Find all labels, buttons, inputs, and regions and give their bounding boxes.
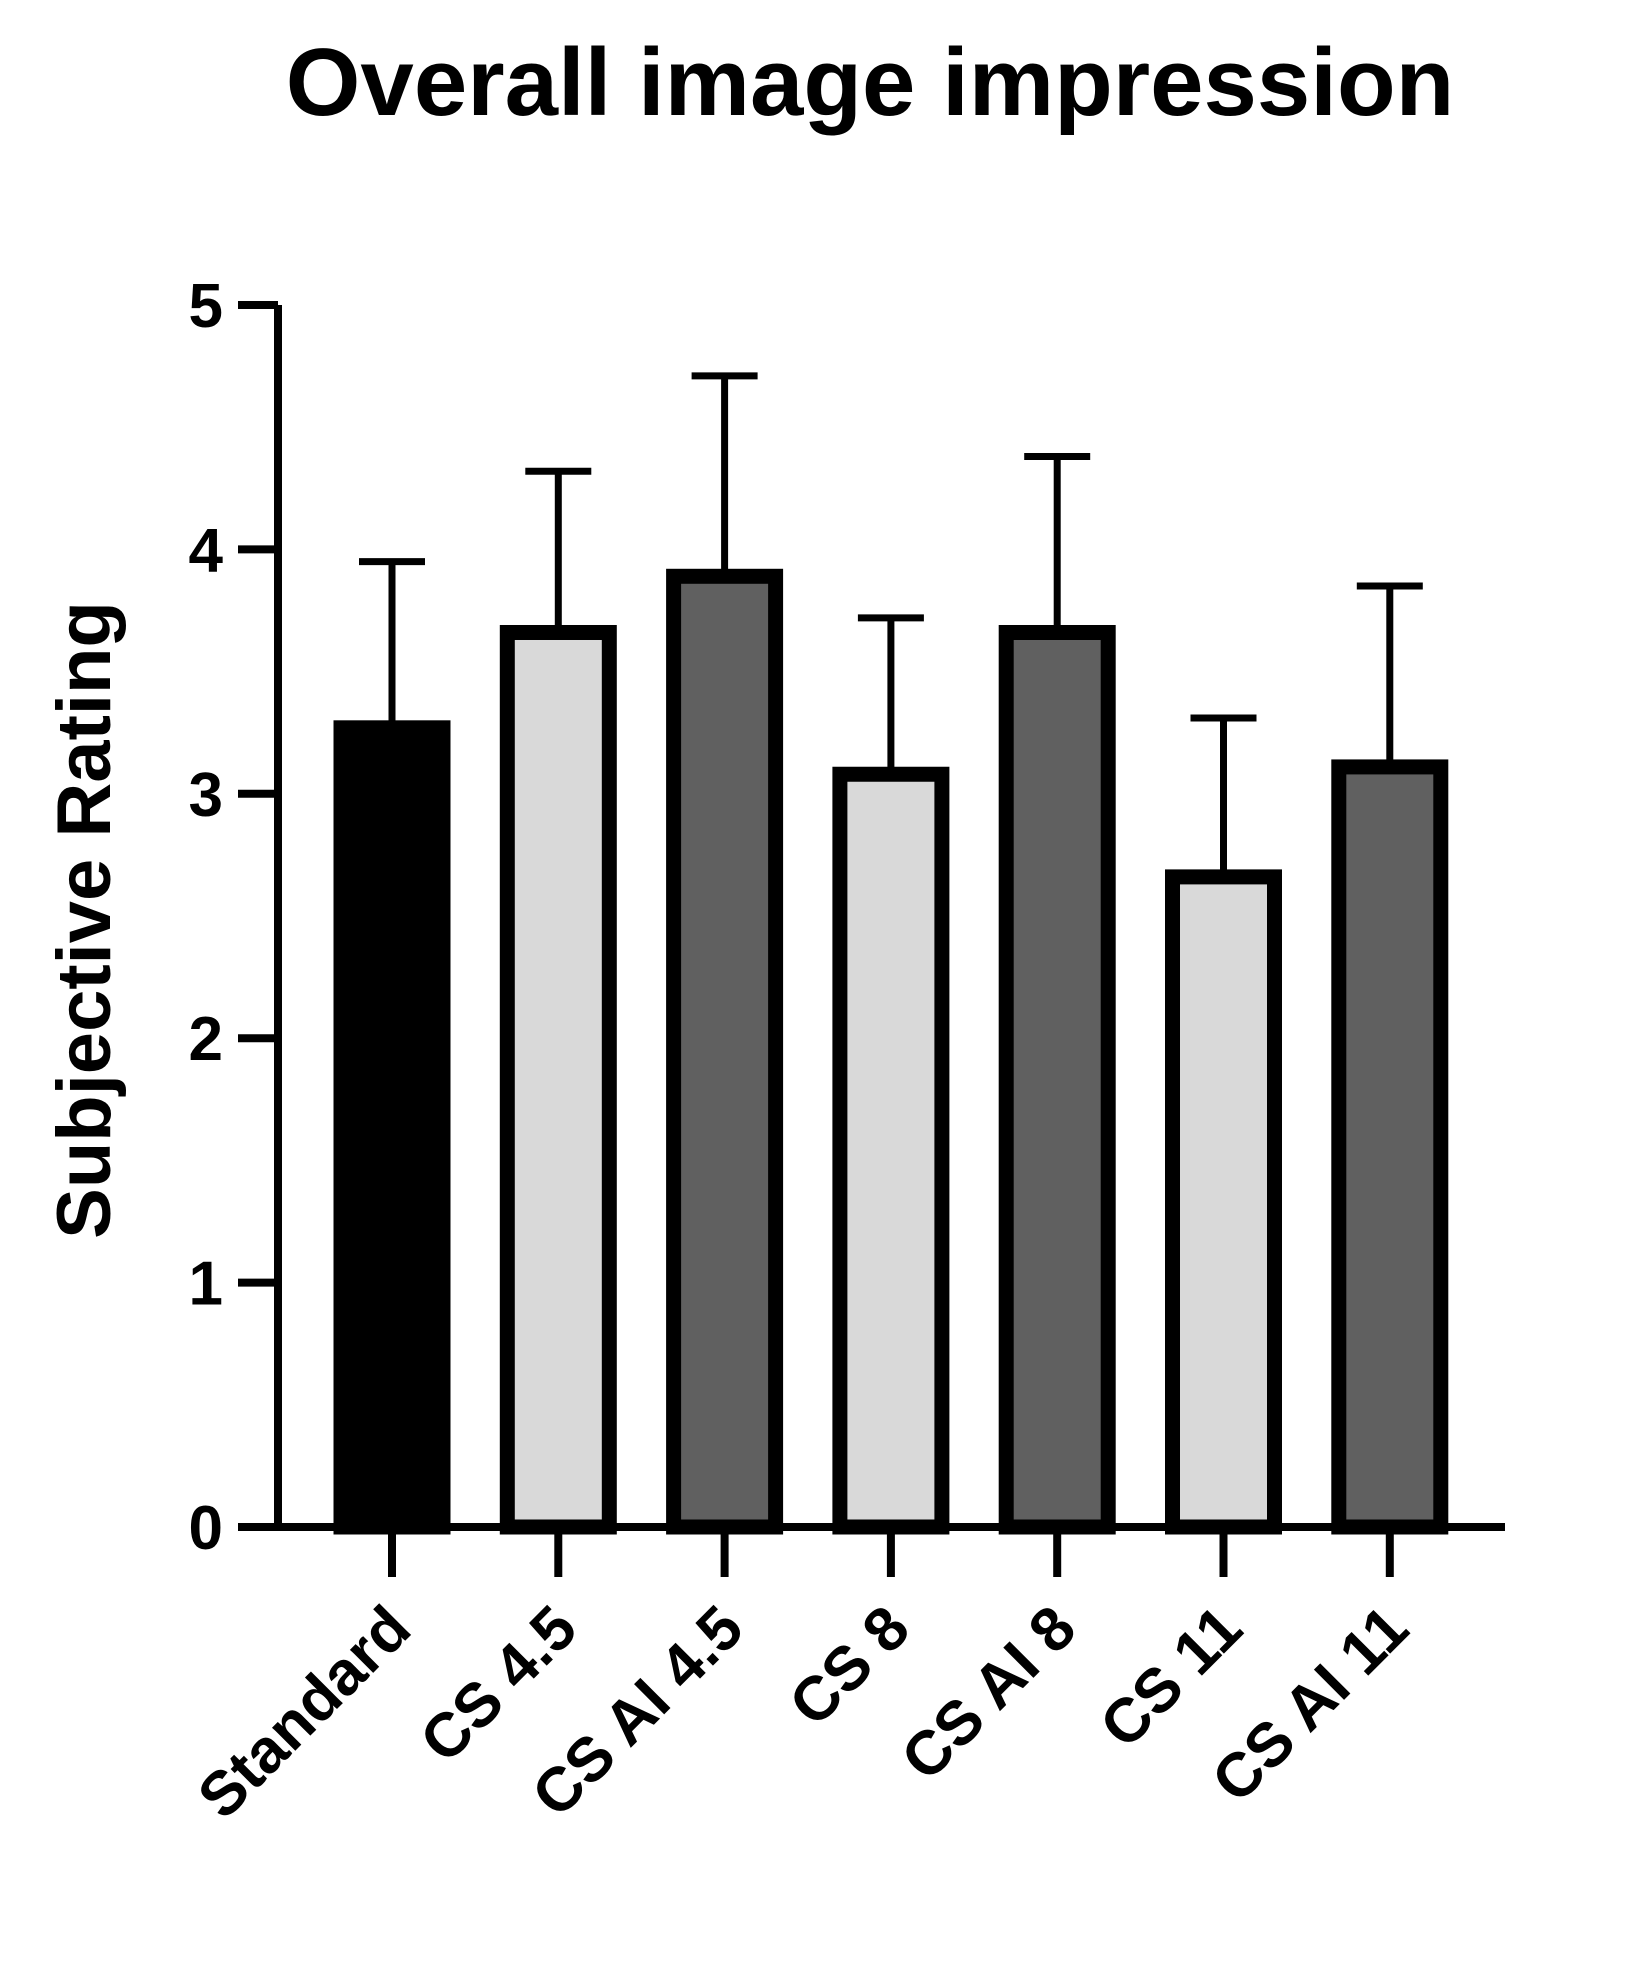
y-tick-label: 2: [189, 1005, 223, 1074]
x-category-label: Standard: [185, 1593, 424, 1832]
y-ticks-layer: 0 1 2 3 4 5: [189, 272, 278, 1563]
y-axis-label: Subjective Rating: [42, 601, 127, 1239]
error-bars-layer: [359, 372, 1423, 877]
y-tick-label: 1: [189, 1250, 223, 1319]
bar-cs-ai-4-5: [666, 568, 784, 1535]
chart-title: Overall image impression: [286, 29, 1455, 136]
x-category-label: CS 8: [777, 1593, 923, 1739]
x-category-label: CS AI 8: [888, 1593, 1089, 1794]
y-tick-label: 0: [189, 1494, 223, 1563]
y-tick-label: 5: [189, 272, 223, 341]
bar-cs-8: [832, 766, 950, 1535]
bar-standard: [333, 720, 451, 1535]
y-tick-label: 3: [189, 761, 223, 830]
bar-cs-4-5: [499, 624, 617, 1535]
bar-cs-ai-11: [1331, 759, 1449, 1535]
y-tick-label: 4: [189, 516, 224, 585]
bar-cs-11: [1165, 869, 1282, 1535]
bar-cs-ai-8: [998, 624, 1116, 1535]
